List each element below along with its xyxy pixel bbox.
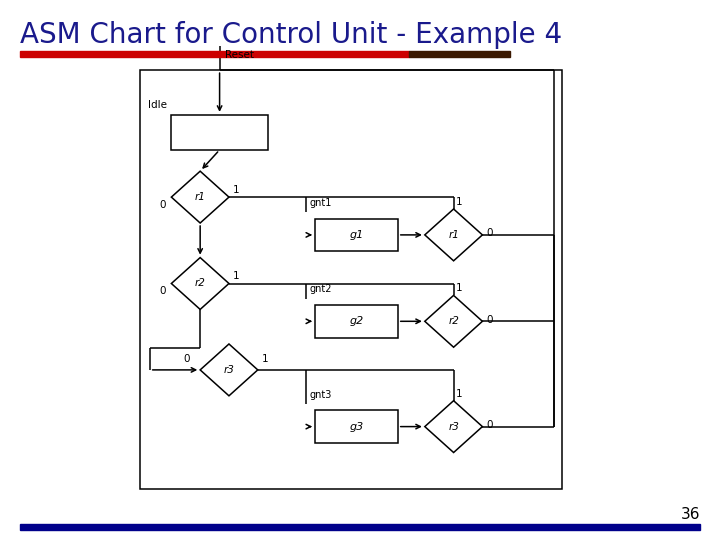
Text: gnt1: gnt1 xyxy=(310,198,333,208)
Polygon shape xyxy=(171,258,229,309)
Text: r1: r1 xyxy=(194,192,206,202)
Text: r1: r1 xyxy=(448,230,459,240)
Polygon shape xyxy=(425,209,482,261)
Text: 1: 1 xyxy=(262,354,269,364)
Bar xyxy=(315,305,397,338)
Text: 0: 0 xyxy=(159,200,166,210)
Text: 1: 1 xyxy=(233,271,240,281)
Text: g3: g3 xyxy=(349,422,364,431)
Text: 1: 1 xyxy=(456,283,462,293)
Text: 36: 36 xyxy=(680,507,700,522)
Text: 0: 0 xyxy=(184,354,190,364)
Text: Idle: Idle xyxy=(148,100,167,111)
Bar xyxy=(20,51,409,57)
Text: r3: r3 xyxy=(448,422,459,431)
Text: gnt2: gnt2 xyxy=(310,284,333,294)
Text: r2: r2 xyxy=(194,279,206,288)
Text: g1: g1 xyxy=(349,230,364,240)
Bar xyxy=(315,219,397,251)
Text: 0: 0 xyxy=(486,420,492,430)
Text: 1: 1 xyxy=(456,197,462,207)
Text: gnt3: gnt3 xyxy=(310,389,333,400)
Polygon shape xyxy=(171,171,229,223)
Text: 0: 0 xyxy=(486,228,492,238)
Text: 1: 1 xyxy=(233,185,240,195)
Polygon shape xyxy=(200,344,258,396)
Bar xyxy=(315,410,397,443)
Text: 0: 0 xyxy=(159,286,166,296)
Text: r3: r3 xyxy=(223,365,235,375)
Text: 0: 0 xyxy=(486,315,492,325)
Text: g2: g2 xyxy=(349,316,364,326)
Text: Reset: Reset xyxy=(225,50,254,60)
Text: 1: 1 xyxy=(456,388,462,399)
Bar xyxy=(20,524,700,530)
Text: ASM Chart for Control Unit - Example 4: ASM Chart for Control Unit - Example 4 xyxy=(20,21,562,49)
Bar xyxy=(171,114,268,150)
Bar xyxy=(409,51,510,57)
Polygon shape xyxy=(425,295,482,347)
Text: r2: r2 xyxy=(448,316,459,326)
Bar xyxy=(140,70,562,489)
Polygon shape xyxy=(425,401,482,453)
